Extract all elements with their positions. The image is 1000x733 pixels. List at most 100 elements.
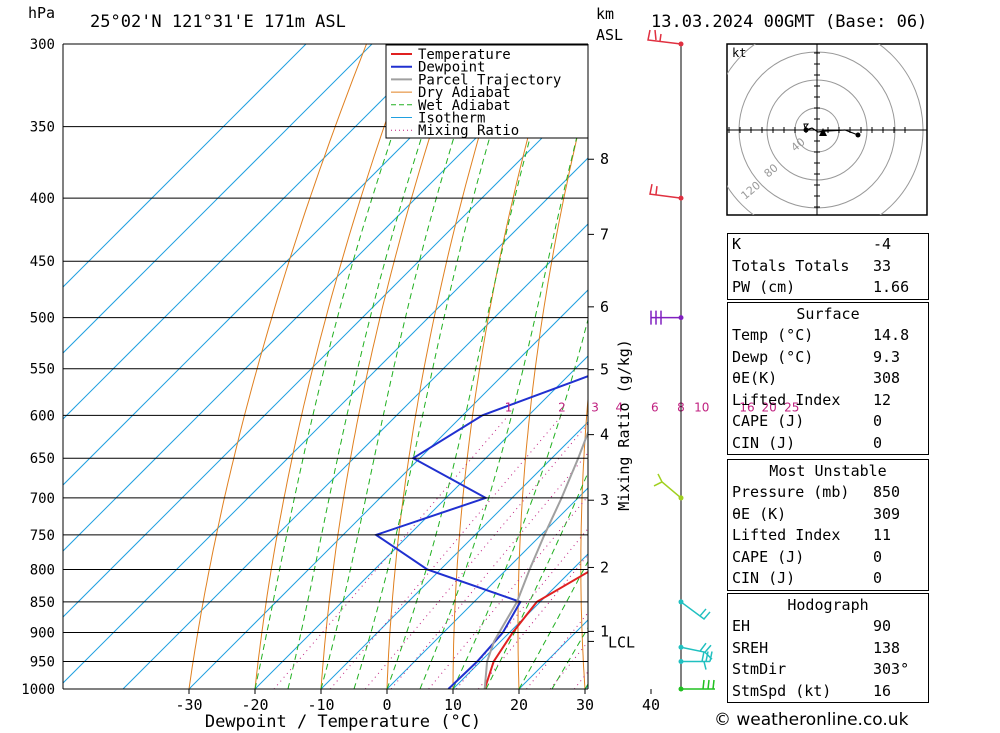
index-key: StmDir — [732, 660, 787, 678]
isotherm-line — [188, 289, 588, 689]
mixing-ratio-line — [273, 415, 509, 689]
index-value: 308 — [873, 369, 901, 387]
wind-profile — [647, 29, 715, 692]
dry-adiabat-line — [580, 393, 588, 689]
wind-barb — [680, 601, 711, 620]
temperature-line — [483, 570, 588, 689]
surface-title: Surface — [796, 305, 860, 323]
index-value: 850 — [873, 483, 901, 501]
legend-entry: Isotherm — [418, 111, 485, 127]
hodograph-table: Hodograph EH 90 SREH 138 StmDir 303° StmSpd… — [727, 593, 929, 703]
index-key: PW (cm) — [732, 278, 796, 296]
pressure-tick-label: 400 — [30, 191, 55, 207]
wet-adiabat-line — [353, 44, 519, 689]
index-row: EH 90 — [728, 616, 928, 638]
wind-barb — [650, 310, 681, 325]
isotherm-line — [63, 44, 505, 486]
height-tick-label: 4 — [600, 426, 609, 444]
header-km-label: km — [596, 5, 615, 23]
wind-barb — [681, 651, 713, 670]
pressure-tick-label: 550 — [30, 362, 55, 378]
index-value: 12 — [873, 390, 892, 409]
temperature-tick-label: 30 — [576, 696, 594, 714]
isotherm-line — [63, 44, 571, 552]
dry-adiabat-line — [642, 44, 694, 689]
hodograph-point — [803, 127, 809, 133]
dry-adiabat-line — [452, 44, 555, 689]
mixing-ratio-line — [478, 553, 588, 689]
height-tick-label: 3 — [600, 491, 609, 509]
pressure-tick-label: 900 — [30, 626, 55, 642]
height-tick-label: 8 — [600, 150, 609, 168]
index-value: 309 — [873, 504, 901, 523]
wind-barb — [649, 183, 682, 199]
legend-entry: Dry Adiabat — [418, 85, 511, 101]
header-location: 25°02'N 121°31'E 171m ASL — [90, 12, 346, 32]
index-row: θE(K) 308 — [728, 368, 928, 390]
index-key: Lifted Index — [732, 390, 841, 409]
legend-entry: Temperature — [418, 47, 511, 63]
temperature-tick-label: 10 — [444, 696, 462, 714]
wet-adiabat-line — [452, 317, 588, 689]
index-key: CIN (J) — [732, 433, 796, 452]
index-value: 138 — [873, 638, 901, 657]
header-hpa-label: hPa — [28, 4, 56, 22]
pressure-tick-label: 950 — [30, 655, 55, 671]
isotherm-line — [386, 487, 588, 689]
mixing-ratio-label: 16 — [739, 400, 754, 414]
index-row: PW (cm) 1.66 — [728, 277, 928, 299]
pressure-tick-label: 450 — [30, 254, 55, 270]
index-key: Temp (°C) — [732, 326, 814, 344]
mixing-ratio-label: 3 — [591, 400, 599, 414]
pressure-tick-label: 750 — [30, 528, 55, 544]
index-value: 0 — [873, 569, 883, 587]
isotherm-line — [452, 553, 588, 689]
credit-link[interactable]: © weatheronline.co.uk — [714, 710, 909, 730]
height-tick-label: 2 — [600, 558, 609, 576]
legend-entry: Parcel Trajectory — [418, 72, 561, 88]
index-row: Lifted Index 12 — [728, 390, 928, 412]
height-tick-label: 7 — [600, 225, 609, 243]
hodograph-marker — [803, 123, 809, 130]
isotherm-line — [320, 421, 588, 689]
pressure-tick-label: 350 — [30, 120, 55, 136]
isotherm-line — [63, 44, 307, 288]
isotherm-line — [122, 223, 588, 689]
mixing-ratio-line — [329, 415, 563, 689]
index-row: SREH 138 — [728, 638, 928, 660]
index-key: CIN (J) — [732, 569, 796, 587]
index-key: CAPE (J) — [732, 412, 805, 430]
index-row: Dewp (°C) 9.3 — [728, 347, 928, 369]
index-key: StmSpd (kt) — [732, 681, 832, 700]
legend-entry: Dewpoint — [418, 60, 485, 76]
hodograph-point — [855, 132, 861, 138]
pressure-tick-label: 800 — [30, 562, 55, 578]
storm-motion-marker — [819, 128, 827, 136]
mixing-ratio-label: 10 — [694, 400, 709, 414]
height-tick-label: 6 — [600, 298, 609, 316]
pressure-tick-label: 650 — [30, 451, 55, 467]
wind-barb — [681, 679, 715, 690]
mixing-ratio-label: 25 — [784, 400, 799, 414]
index-key: Lifted Index — [732, 526, 841, 544]
temperature-tick-label: 20 — [510, 696, 528, 714]
most-unstable-title: Most Unstable — [769, 462, 887, 480]
index-row: Lifted Index 11 — [728, 525, 928, 547]
mixing-ratio-label: 2 — [558, 400, 566, 414]
mixing-ratio-label: 6 — [651, 400, 659, 414]
legend-box — [385, 44, 589, 139]
wet-adiabat-line — [287, 44, 454, 689]
index-row: K -4 — [728, 234, 928, 256]
index-key: EH — [732, 617, 751, 635]
index-row: CIN (J) 0 — [728, 433, 928, 455]
index-key: Pressure (mb) — [732, 483, 850, 501]
isotherm-line — [63, 91, 588, 618]
hodograph-title: Hodograph — [787, 596, 869, 614]
hodograph-unit: kt — [732, 46, 746, 60]
temperature-tick-label: -10 — [307, 696, 334, 714]
index-value: 0 — [873, 547, 883, 566]
height-tick-label: 1 — [600, 622, 609, 640]
index-value: 9.3 — [873, 347, 901, 366]
